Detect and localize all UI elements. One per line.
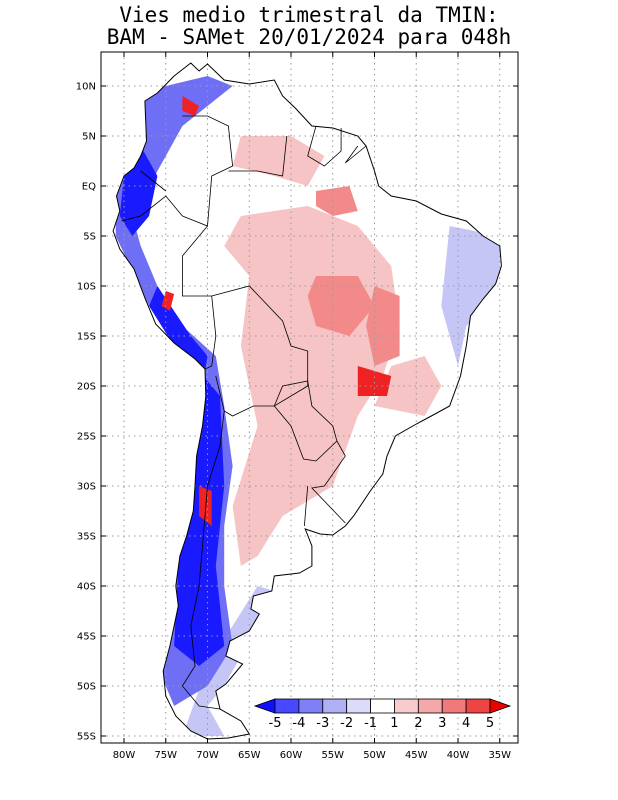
axis-ticks: 10N 5N EQ 5S 10S 15S 20S 25S 30S 35S 40S 45S 50S 55S 8… [76, 52, 518, 761]
lon-tick-label: 80W [113, 750, 136, 761]
lon-tick-label: 40W [447, 750, 470, 761]
title-line-2: BAM - SAMet 20/01/2024 para 048h [106, 25, 512, 49]
lat-tick-label: 25S [77, 432, 96, 443]
lat-tick-label: 40S [77, 582, 96, 593]
bias-field [113, 63, 502, 739]
colorbar-label: -5 [269, 716, 282, 731]
lat-tick-label: 10N [76, 82, 96, 93]
lat-tick-label: 5N [82, 132, 96, 143]
colorbar-label: 3 [438, 716, 446, 731]
colorbar-label: 1 [390, 716, 398, 731]
lon-tick-label: 50W [363, 750, 386, 761]
lat-tick-label: EQ [82, 182, 96, 193]
colorbar-label: -4 [292, 716, 305, 731]
lat-tick-label: 45S [77, 632, 96, 643]
colorbar-swatch [298, 698, 324, 714]
lat-tick-label: 10S [77, 282, 96, 293]
colorbar-swatch [394, 698, 419, 714]
colorbar-swatch [441, 698, 467, 714]
colorbar-label: 2 [414, 716, 422, 731]
lon-tick-label: 70W [196, 750, 219, 761]
colorbar-swatch [274, 698, 300, 714]
lat-tick-label: 30S [77, 482, 96, 493]
colorbar-swatch [465, 698, 491, 714]
colorbar-swatch [322, 698, 348, 714]
lat-tick-label: 35S [77, 532, 96, 543]
lat-tick-label: 20S [77, 382, 96, 393]
colorbar-label: 5 [486, 716, 494, 731]
colorbar-swatch [370, 698, 395, 714]
lat-tick-label: 55S [77, 732, 96, 743]
lon-tick-label: 55W [321, 750, 344, 761]
lat-tick-label: 15S [77, 332, 96, 343]
colorbar-label: -1 [364, 716, 377, 731]
colorbar-swatch [346, 698, 371, 714]
colorbar-label: -2 [340, 716, 353, 731]
title-line-1: Vies medio trimestral da TMIN: [119, 3, 499, 27]
lat-tick-label: 5S [83, 232, 96, 243]
lon-tick-label: 35W [488, 750, 511, 761]
lon-tick-label: 65W [238, 750, 261, 761]
lon-tick-label: 75W [154, 750, 177, 761]
colorbar-arrow-left [253, 698, 276, 714]
colorbar-label: -3 [316, 716, 329, 731]
lon-tick-label: 60W [280, 750, 303, 761]
map-frame [100, 51, 519, 744]
colorbar-arrow-right [489, 698, 512, 714]
grid-lines [101, 52, 518, 743]
colorbar-swatch [417, 698, 443, 714]
lon-tick-label: 45W [405, 750, 428, 761]
lat-tick-label: 50S [77, 682, 96, 693]
colorbar: -5 -4 -3 -2 -1 1 2 3 4 5 [253, 698, 512, 731]
colorbar-label: 4 [462, 716, 470, 731]
country-borders [121, 115, 367, 710]
